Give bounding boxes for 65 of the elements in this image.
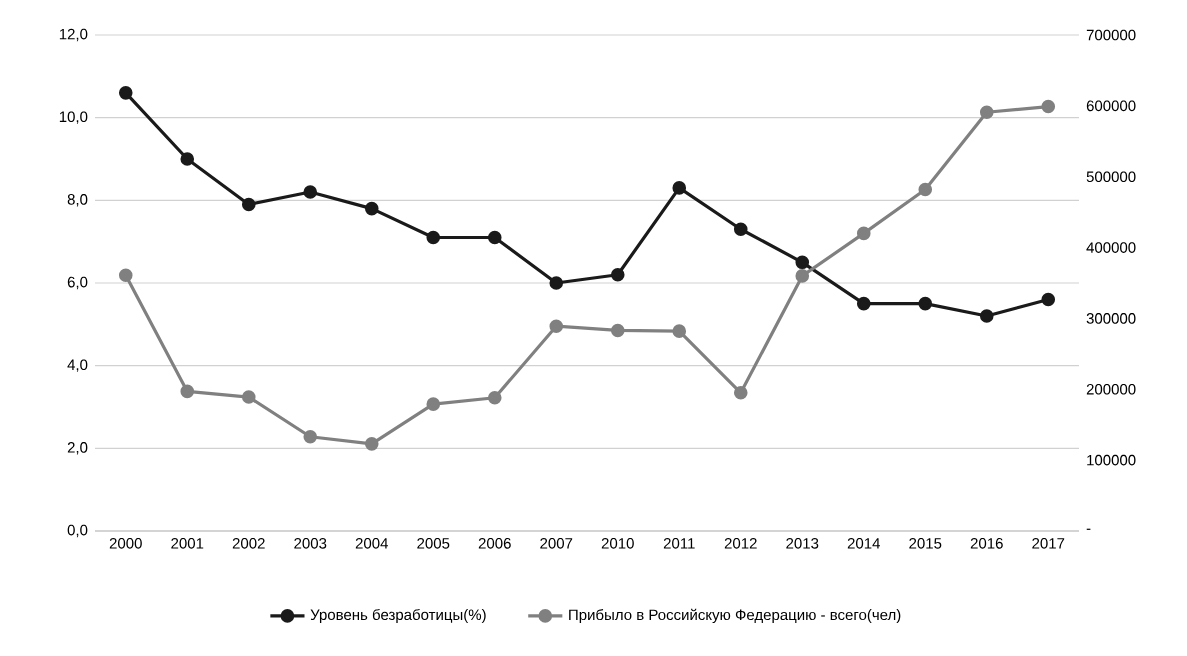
y-tick-label: 0,0 bbox=[67, 524, 88, 538]
x-tick-label: 2003 bbox=[294, 538, 327, 549]
y2-tick-label: 500000 bbox=[1086, 171, 1136, 183]
point bbox=[979, 105, 994, 120]
point bbox=[672, 181, 687, 195]
point bbox=[795, 269, 810, 283]
x-tick-label: 2012 bbox=[724, 538, 757, 549]
point bbox=[364, 437, 379, 451]
y2-tick-label: 200000 bbox=[1086, 383, 1136, 395]
point bbox=[180, 384, 195, 399]
point bbox=[856, 226, 871, 241]
point bbox=[856, 296, 871, 311]
y2-tick-label: 600000 bbox=[1086, 100, 1136, 112]
x-tick-label: 2016 bbox=[970, 538, 1003, 549]
point bbox=[241, 390, 256, 404]
x-tick-label: 2013 bbox=[786, 538, 819, 549]
y2-tick-label: 300000 bbox=[1086, 313, 1136, 324]
x-tick-label: 2002 bbox=[232, 538, 265, 549]
y2-tick-label: 400000 bbox=[1086, 242, 1136, 253]
y2-tick-label: 700000 bbox=[1086, 29, 1136, 41]
point bbox=[426, 397, 441, 411]
y-tick-label: 10,0 bbox=[59, 111, 88, 124]
x-tick-label: 2011 bbox=[663, 538, 695, 549]
point bbox=[118, 268, 133, 282]
x-tick-label: 2014 bbox=[847, 538, 880, 549]
point bbox=[364, 201, 379, 216]
point bbox=[610, 323, 625, 338]
point bbox=[672, 324, 687, 338]
y2-tick-label: - bbox=[1086, 528, 1091, 530]
y-tick-label: 12,0 bbox=[59, 28, 88, 42]
point bbox=[918, 296, 933, 311]
point bbox=[1041, 292, 1056, 307]
x-tick-label: 2004 bbox=[355, 538, 388, 549]
x-tick-label: 2010 bbox=[601, 538, 634, 549]
y2-tick-label: 100000 bbox=[1087, 454, 1136, 466]
y-tick-label: 8,0 bbox=[67, 194, 88, 207]
point bbox=[733, 386, 748, 400]
point bbox=[180, 152, 195, 166]
point bbox=[979, 309, 994, 323]
point bbox=[487, 390, 502, 405]
x-tick-label: 2006 bbox=[478, 538, 511, 549]
x-tick-label: 2001 bbox=[171, 538, 204, 549]
point bbox=[426, 230, 441, 245]
point bbox=[733, 222, 748, 237]
point bbox=[303, 185, 318, 199]
x-tick-label: 2017 bbox=[1032, 538, 1065, 549]
legend-label: Уровень безработицы(%) bbox=[310, 608, 486, 623]
x-tick-label: 2000 bbox=[109, 538, 142, 549]
point bbox=[118, 86, 133, 100]
point bbox=[303, 429, 318, 444]
point bbox=[487, 230, 502, 245]
point bbox=[241, 197, 256, 212]
legend-label: Прибыло в Российскую Федерацию - всего(чел) bbox=[569, 608, 901, 624]
x-tick-label: 2015 bbox=[909, 538, 942, 549]
x-tick-label: 2005 bbox=[417, 538, 450, 549]
point bbox=[1041, 99, 1056, 114]
point bbox=[610, 267, 625, 282]
y-tick-label: 4,0 bbox=[67, 359, 88, 372]
point bbox=[549, 319, 564, 334]
y-tick-label: 6,0 bbox=[67, 276, 88, 290]
point bbox=[795, 255, 810, 270]
point bbox=[549, 276, 564, 290]
y-tick-label: 2,0 bbox=[67, 442, 88, 455]
point bbox=[918, 182, 933, 197]
x-tick-label: 2007 bbox=[540, 538, 573, 549]
